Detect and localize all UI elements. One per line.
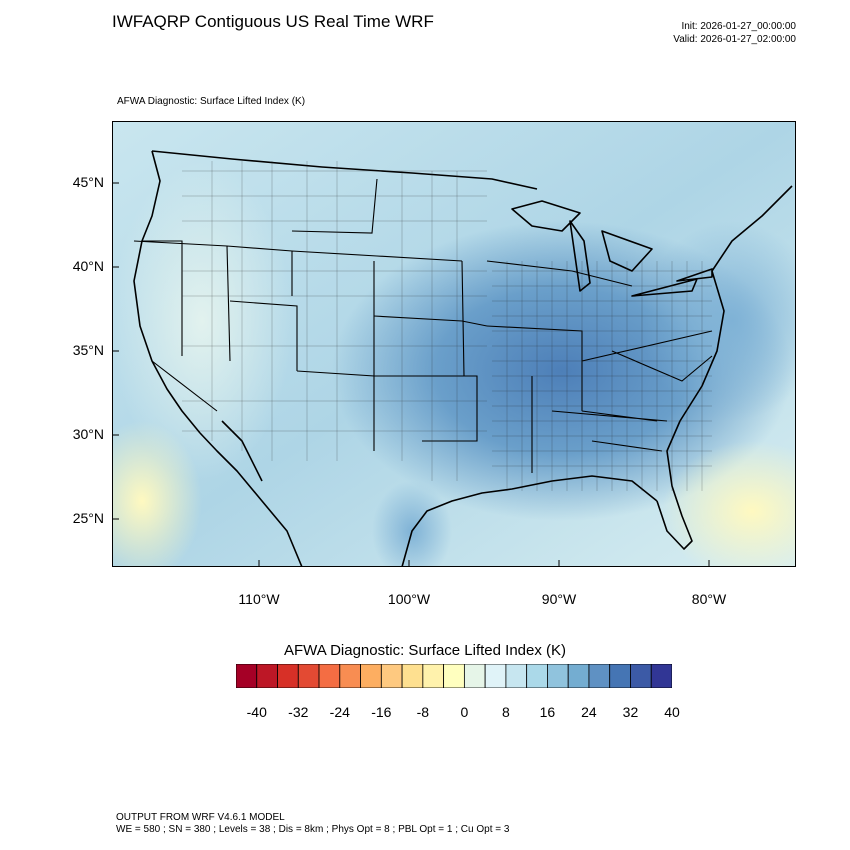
colorbar-title: AFWA Diagnostic: Surface Lifted Index (K… xyxy=(283,642,567,659)
field-subtitle: AFWA Diagnostic: Surface Lifted Index (K… xyxy=(117,96,306,107)
colorbar-swatch xyxy=(505,664,528,688)
colorbar-swatch xyxy=(526,664,548,688)
colorbar-tick-label: -24 xyxy=(329,704,350,720)
colorbar-tick-label: 8 xyxy=(501,704,510,720)
colorbar-swatch xyxy=(318,664,341,688)
map-title: IWFAQRP Contiguous US Real Time WRF xyxy=(112,12,434,31)
colorbar-tick-label: -16 xyxy=(371,704,392,720)
colorbar-swatch xyxy=(609,664,631,688)
colorbar-tick-label: -40 xyxy=(246,704,267,720)
colorbar-swatch xyxy=(380,664,403,688)
colorbar-tick-label: 0 xyxy=(460,704,469,720)
colorbar-tick-label: -8 xyxy=(416,704,430,720)
field-gulf-west xyxy=(372,481,452,567)
lat-ticks xyxy=(112,182,119,520)
colorbar-swatch xyxy=(297,664,320,688)
colorbar xyxy=(236,664,672,688)
model-info-line1: OUTPUT FROM WRF V4.6.1 MODEL xyxy=(116,812,285,823)
us-canada-border xyxy=(151,150,538,190)
county-borders xyxy=(182,161,712,491)
county-grid-east xyxy=(492,261,712,491)
lat-label: 40°N xyxy=(72,258,104,274)
colorbar-tick-label: 16 xyxy=(539,704,556,720)
map-frame xyxy=(112,121,796,567)
colorbar-tick-label: 24 xyxy=(581,704,597,720)
colorbar-swatch xyxy=(401,664,424,688)
county-grid-west xyxy=(182,161,487,481)
colorbar-tick-label: -32 xyxy=(288,704,309,720)
colorbar-swatch xyxy=(484,664,507,688)
colorbar-swatch xyxy=(588,664,611,688)
lat-label: 35°N xyxy=(72,342,104,358)
west-coast xyxy=(133,150,201,434)
lon-label: 90°W xyxy=(541,591,577,607)
colorbar-swatch xyxy=(422,664,445,688)
colorbar-swatch xyxy=(567,664,590,688)
colorbar-swatch xyxy=(463,664,486,688)
lon-ticks xyxy=(258,560,710,567)
model-info-line2: WE = 580 ; SN = 380 ; Levels = 38 ; Dis … xyxy=(116,824,510,835)
colorbar-swatch xyxy=(547,664,569,688)
colorbar-swatch xyxy=(443,664,465,688)
colorbar-swatch xyxy=(236,664,258,688)
init-time: Init: 2026-01-27_00:00:00 xyxy=(681,21,796,32)
east-coast xyxy=(656,185,793,550)
state-lines-central xyxy=(291,178,488,442)
colorbar-swatch xyxy=(339,664,361,688)
map-panel xyxy=(112,121,796,567)
colorbar-swatch xyxy=(650,664,672,688)
colorbar-swatch xyxy=(630,664,652,688)
colorbar-swatch xyxy=(360,664,382,688)
field-warm-southeast xyxy=(662,441,796,567)
colorbar-tick-label: 40 xyxy=(664,704,680,720)
lat-label: 45°N xyxy=(72,174,104,190)
lat-label: 30°N xyxy=(72,426,104,442)
lon-label: 80°W xyxy=(691,591,727,607)
lon-label: 100°W xyxy=(387,591,431,607)
colorbar-swatch xyxy=(256,664,278,688)
valid-time: Valid: 2026-01-27_02:00:00 xyxy=(673,34,796,45)
field-warm-southwest xyxy=(112,421,202,567)
colorbar-tick-label: 32 xyxy=(622,704,639,720)
lon-label: 110°W xyxy=(238,591,280,607)
lat-label: 25°N xyxy=(72,510,104,526)
colorbar-swatch xyxy=(277,664,299,688)
